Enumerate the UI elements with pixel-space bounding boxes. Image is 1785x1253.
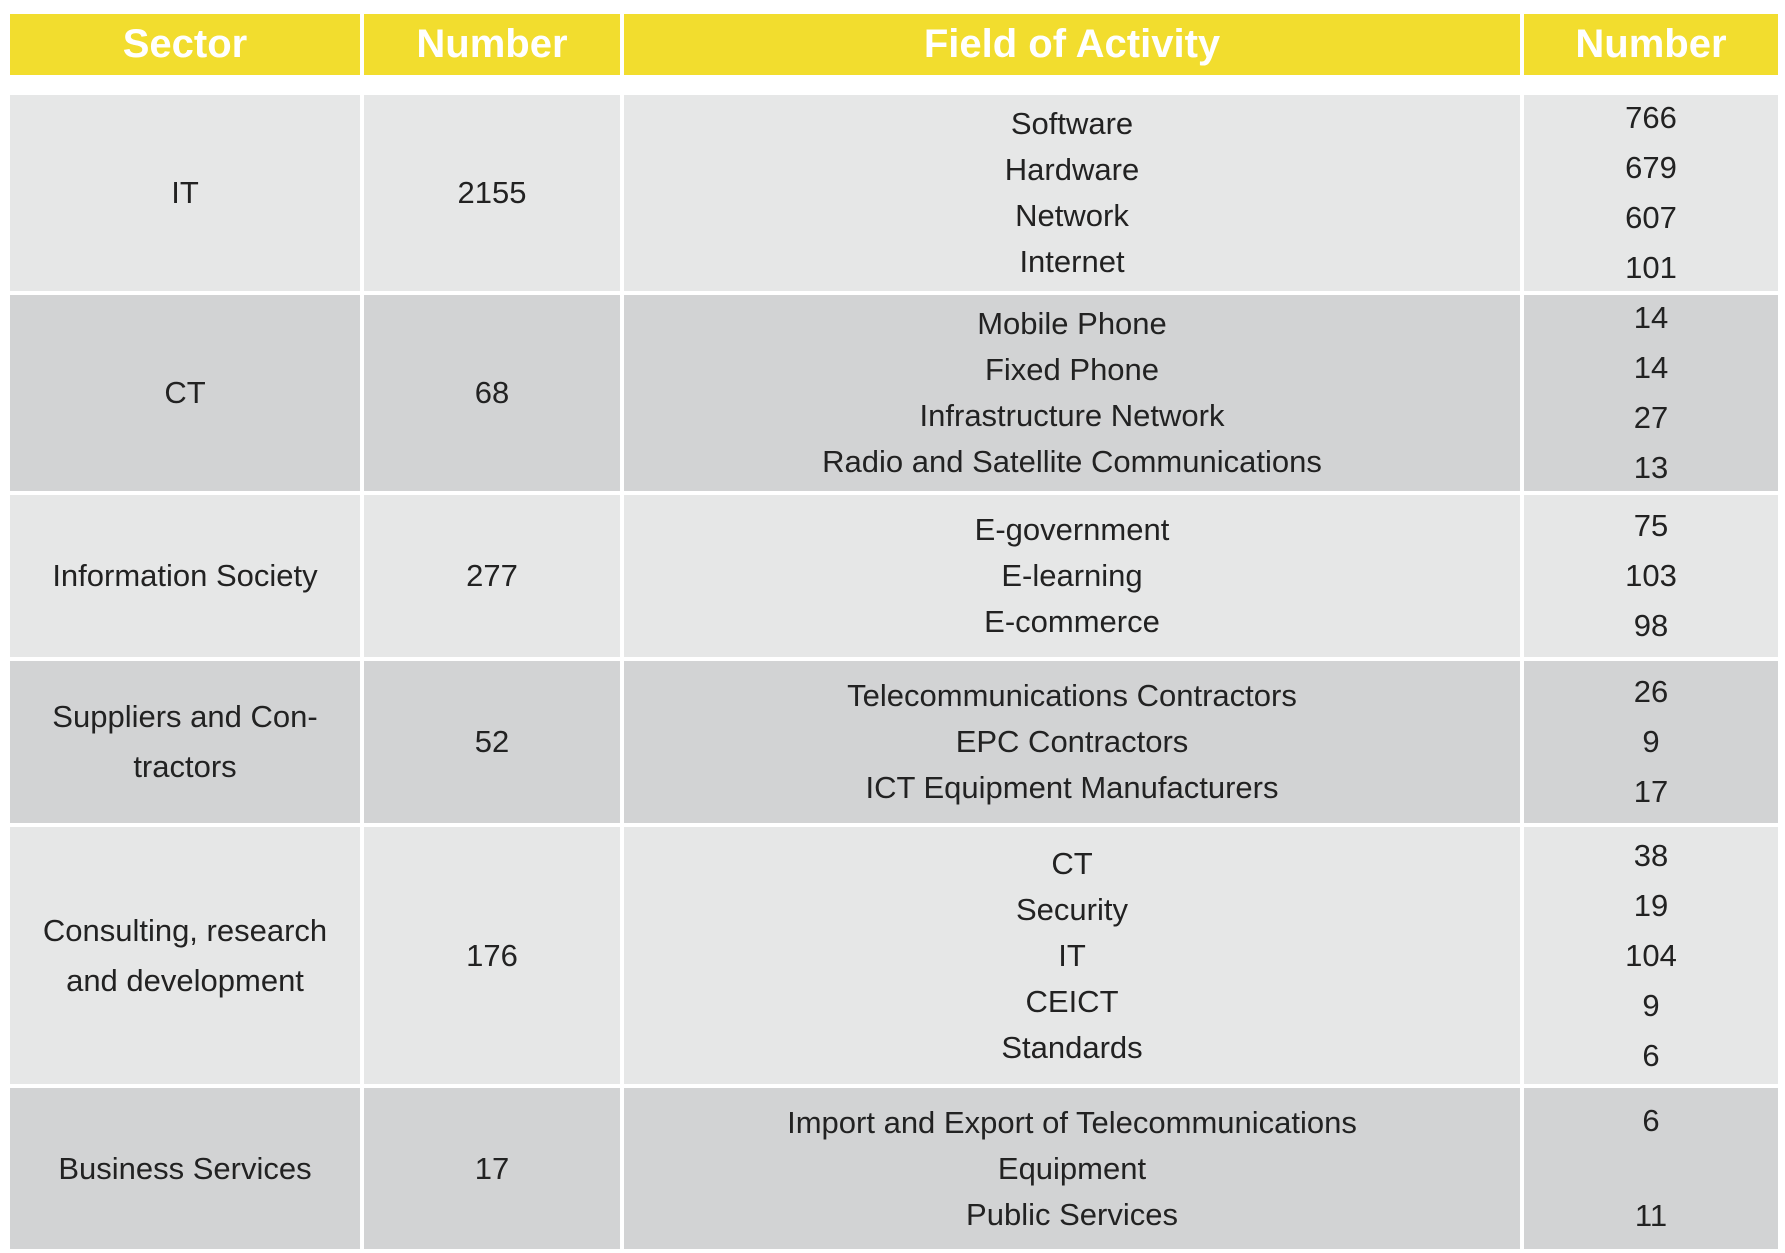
field-list: Software Hardware Network Internet: [624, 95, 1520, 291]
field-item: Software: [1010, 106, 1134, 141]
field-item: Mobile Phone: [977, 306, 1167, 341]
sector-cell: Information Society: [10, 495, 360, 657]
field-item: Fixed Phone: [984, 352, 1160, 387]
sector-number: 277: [364, 495, 620, 657]
table-row: IT 2155 Software Hardware Network Intern…: [10, 95, 1778, 291]
field-number: 19: [1633, 887, 1669, 923]
field-item: E-learning: [1001, 558, 1143, 593]
field-item: Radio and Satellite Communications: [822, 444, 1322, 479]
field-number: 766: [1625, 100, 1677, 135]
field-item: IT: [1058, 937, 1086, 973]
sector-cell: IT: [10, 95, 360, 291]
field-number: 27: [1633, 400, 1669, 435]
table-row: Business Services 17 Import and Export o…: [10, 1088, 1778, 1249]
field-list: Telecommunications Contractors EPC Contr…: [624, 661, 1520, 823]
field-item: Network: [1015, 198, 1129, 233]
sector-label: Suppliers and Con-tractors: [52, 699, 318, 784]
table-header: Sector Number Field of Activity Number: [10, 14, 1778, 75]
field-number: 6: [1642, 1103, 1660, 1138]
field-item: EPC Contractors: [955, 724, 1189, 759]
field-number: 38: [1633, 837, 1669, 873]
sector-label: Information Society: [52, 558, 318, 593]
field-number-list: 26 9 17: [1524, 661, 1778, 823]
field-list: Mobile Phone Fixed Phone Infrastructure …: [624, 295, 1520, 491]
field-item: E-commerce: [984, 604, 1160, 639]
field-number: 607: [1625, 200, 1677, 235]
sector-cell: Consulting, research and development: [10, 827, 360, 1084]
field-item: Telecommunications Contractors: [847, 678, 1297, 713]
table-row: CT 68 Mobile Phone Fixed Phone Infrastru…: [10, 295, 1778, 491]
sector-number: 68: [364, 295, 620, 491]
header-number: Number: [364, 14, 620, 75]
header-field-of-activity: Field of Activity: [624, 14, 1520, 75]
field-item: E-government: [974, 512, 1170, 547]
sector-number: 52: [364, 661, 620, 823]
table-row: Information Society 277 E-government E-l…: [10, 495, 1778, 657]
field-number-list: 766 679 607 101: [1524, 95, 1778, 291]
sector-label: Business Services: [58, 1150, 312, 1186]
table-row: Suppliers and Con-tractors 52 Telecommun…: [10, 661, 1778, 823]
field-number: 9: [1642, 987, 1660, 1023]
field-item: Internet: [1019, 244, 1125, 279]
field-number: 14: [1633, 350, 1669, 385]
field-number: 13: [1633, 450, 1669, 485]
field-number: 679: [1625, 150, 1677, 185]
field-number: 26: [1633, 674, 1669, 709]
field-item: Public Services: [966, 1196, 1178, 1232]
field-number: 104: [1625, 937, 1677, 973]
field-number-list: 14 14 27 13: [1524, 295, 1778, 491]
field-number-list: 75 103 98: [1524, 495, 1778, 657]
sector-cell: Business Services: [10, 1088, 360, 1249]
field-item: Hardware: [1004, 152, 1140, 187]
field-number: 9: [1642, 724, 1660, 759]
header-sector: Sector: [10, 14, 360, 75]
sector-cell: CT: [10, 295, 360, 491]
field-list: CT Security IT CEICT Standards: [624, 827, 1520, 1084]
field-number: 98: [1633, 608, 1669, 643]
field-number: 75: [1633, 508, 1669, 543]
field-number: 6: [1642, 1037, 1660, 1073]
field-item: Standards: [1001, 1029, 1143, 1065]
field-list: E-government E-learning E-commerce: [624, 495, 1520, 657]
field-item: Import and Export of Telecommunications …: [787, 1104, 1357, 1186]
field-number-list: 38 19 104 9 6: [1524, 827, 1778, 1084]
field-list: Import and Export of Telecommunications …: [624, 1088, 1520, 1249]
sector-number: 17: [364, 1088, 620, 1249]
table-row: Consulting, research and development 176…: [10, 827, 1778, 1084]
field-number: 17: [1633, 774, 1669, 809]
sector-number: 176: [364, 827, 620, 1084]
field-item: CEICT: [1025, 983, 1119, 1019]
field-number-list: 6 11: [1524, 1088, 1778, 1249]
field-number: 14: [1633, 300, 1669, 335]
sector-label: CT: [164, 375, 206, 410]
field-number: 103: [1625, 558, 1677, 593]
sector-number: 2155: [364, 95, 620, 291]
sector-label: IT: [171, 175, 199, 210]
field-item: Security: [1016, 891, 1128, 927]
field-number: 11: [1634, 1198, 1668, 1233]
sector-cell: Suppliers and Con-tractors: [10, 661, 360, 823]
field-number: 101: [1625, 250, 1677, 285]
sector-table: Sector Number Field of Activity Number I…: [10, 14, 1778, 1253]
sector-label: Consulting, research and development: [42, 912, 328, 998]
header-field-number: Number: [1524, 14, 1778, 75]
field-item: CT: [1051, 845, 1093, 881]
field-item: ICT Equipment Manufacturers: [865, 770, 1279, 805]
field-item: Infrastructure Network: [919, 398, 1225, 433]
